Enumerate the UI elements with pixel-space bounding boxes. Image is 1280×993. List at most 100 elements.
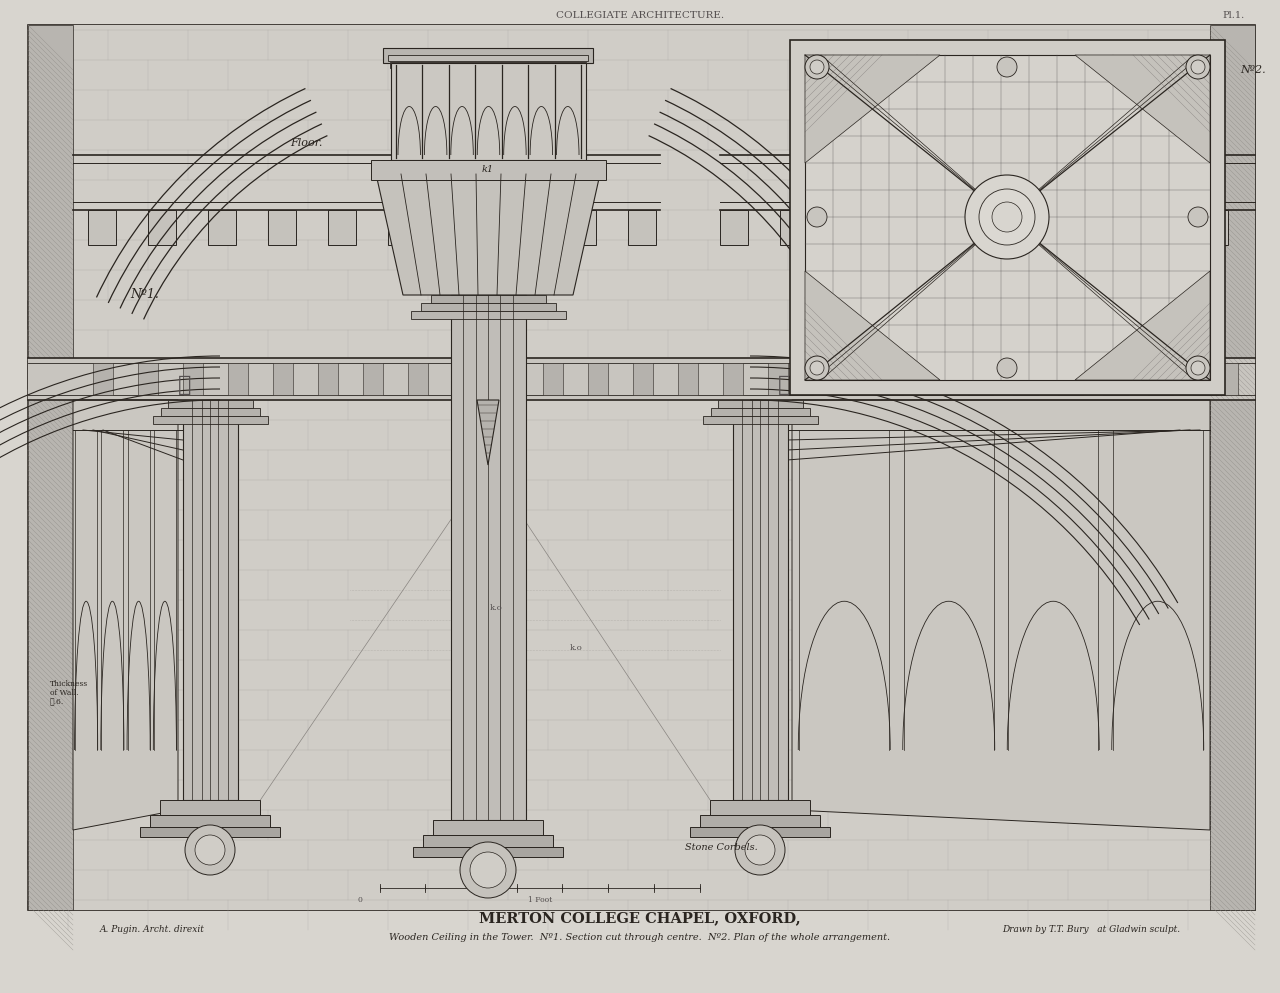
- Bar: [138, 363, 157, 395]
- Circle shape: [1188, 207, 1208, 227]
- Bar: [948, 363, 968, 395]
- Circle shape: [806, 207, 827, 227]
- Bar: [1201, 210, 1228, 245]
- Bar: [805, 55, 1210, 380]
- Bar: [93, 363, 113, 395]
- Text: Stone Corbels.: Stone Corbels.: [685, 843, 758, 853]
- Bar: [1128, 363, 1148, 395]
- Bar: [183, 400, 238, 800]
- Polygon shape: [1075, 271, 1210, 380]
- Bar: [421, 303, 556, 311]
- Text: Nº2.: Nº2.: [1240, 65, 1266, 75]
- Circle shape: [992, 202, 1021, 232]
- Polygon shape: [1075, 55, 1210, 163]
- Circle shape: [805, 356, 829, 380]
- Bar: [390, 63, 586, 160]
- Bar: [364, 363, 383, 395]
- Bar: [371, 160, 605, 180]
- Bar: [780, 210, 808, 245]
- Circle shape: [1187, 356, 1210, 380]
- Text: Drawn by T.T. Bury   at Gladwin sculpt.: Drawn by T.T. Bury at Gladwin sculpt.: [1002, 925, 1180, 934]
- Bar: [28, 25, 1254, 910]
- Bar: [453, 363, 474, 395]
- Bar: [268, 210, 296, 245]
- Bar: [451, 295, 526, 820]
- Bar: [628, 210, 657, 245]
- Text: ❧: ❧: [178, 374, 192, 396]
- Bar: [328, 210, 356, 245]
- Bar: [1020, 210, 1048, 245]
- Text: Wooden Ceiling in the Tower.  Nº1. Section cut through centre.  Nº2. Plan of the: Wooden Ceiling in the Tower. Nº1. Sectio…: [389, 932, 891, 941]
- Bar: [718, 400, 803, 408]
- Bar: [508, 210, 536, 245]
- Text: Pl.1.: Pl.1.: [1222, 11, 1245, 20]
- Text: Thickness
of Wall.
ℓ.6.: Thickness of Wall. ℓ.6.: [50, 680, 88, 706]
- Bar: [422, 835, 553, 847]
- Bar: [900, 210, 928, 245]
- Circle shape: [979, 189, 1036, 245]
- Bar: [390, 160, 586, 166]
- Bar: [1140, 210, 1169, 245]
- Bar: [723, 363, 742, 395]
- Bar: [678, 363, 698, 395]
- Bar: [634, 363, 653, 395]
- Bar: [960, 210, 988, 245]
- Bar: [543, 363, 563, 395]
- Text: A. Pugin. Archt. direxit: A. Pugin. Archt. direxit: [100, 925, 205, 934]
- Bar: [568, 210, 596, 245]
- Bar: [1210, 25, 1254, 910]
- Bar: [392, 68, 584, 74]
- Bar: [1219, 363, 1238, 395]
- Text: k1: k1: [483, 166, 494, 175]
- Bar: [768, 363, 788, 395]
- Bar: [700, 815, 820, 827]
- Text: Floor.: Floor.: [291, 138, 323, 148]
- Bar: [317, 363, 338, 395]
- Circle shape: [965, 175, 1050, 259]
- Circle shape: [460, 842, 516, 898]
- Circle shape: [805, 55, 829, 79]
- Bar: [154, 416, 268, 424]
- Text: 1 Foot: 1 Foot: [527, 896, 552, 904]
- Circle shape: [186, 825, 236, 875]
- Circle shape: [810, 60, 824, 74]
- Bar: [28, 25, 1254, 910]
- Bar: [28, 25, 73, 910]
- Bar: [411, 311, 566, 319]
- Text: COLLEGIATE ARCHITECTURE.: COLLEGIATE ARCHITECTURE.: [556, 11, 724, 20]
- Bar: [228, 363, 248, 395]
- Bar: [1080, 210, 1108, 245]
- Bar: [273, 363, 293, 395]
- Polygon shape: [477, 400, 499, 465]
- Bar: [161, 408, 260, 416]
- Text: k.o: k.o: [490, 604, 503, 612]
- Bar: [207, 210, 236, 245]
- Bar: [733, 400, 788, 800]
- Bar: [148, 210, 177, 245]
- Polygon shape: [792, 400, 1210, 830]
- Bar: [840, 210, 868, 245]
- Bar: [1172, 363, 1193, 395]
- Bar: [710, 408, 810, 416]
- Bar: [1083, 363, 1103, 395]
- Bar: [168, 400, 253, 408]
- Bar: [902, 363, 923, 395]
- Bar: [390, 62, 586, 68]
- Circle shape: [1190, 60, 1204, 74]
- Bar: [150, 815, 270, 827]
- Circle shape: [810, 361, 824, 375]
- Polygon shape: [805, 55, 940, 163]
- Bar: [88, 210, 116, 245]
- Text: Nº1.: Nº1.: [131, 289, 159, 302]
- Circle shape: [1187, 55, 1210, 79]
- Bar: [1038, 363, 1059, 395]
- Circle shape: [1190, 361, 1204, 375]
- Bar: [703, 416, 818, 424]
- Circle shape: [745, 835, 774, 865]
- Bar: [183, 363, 204, 395]
- Bar: [790, 40, 1225, 395]
- Polygon shape: [805, 271, 940, 380]
- Bar: [28, 358, 1254, 400]
- Bar: [431, 295, 547, 303]
- Bar: [588, 363, 608, 395]
